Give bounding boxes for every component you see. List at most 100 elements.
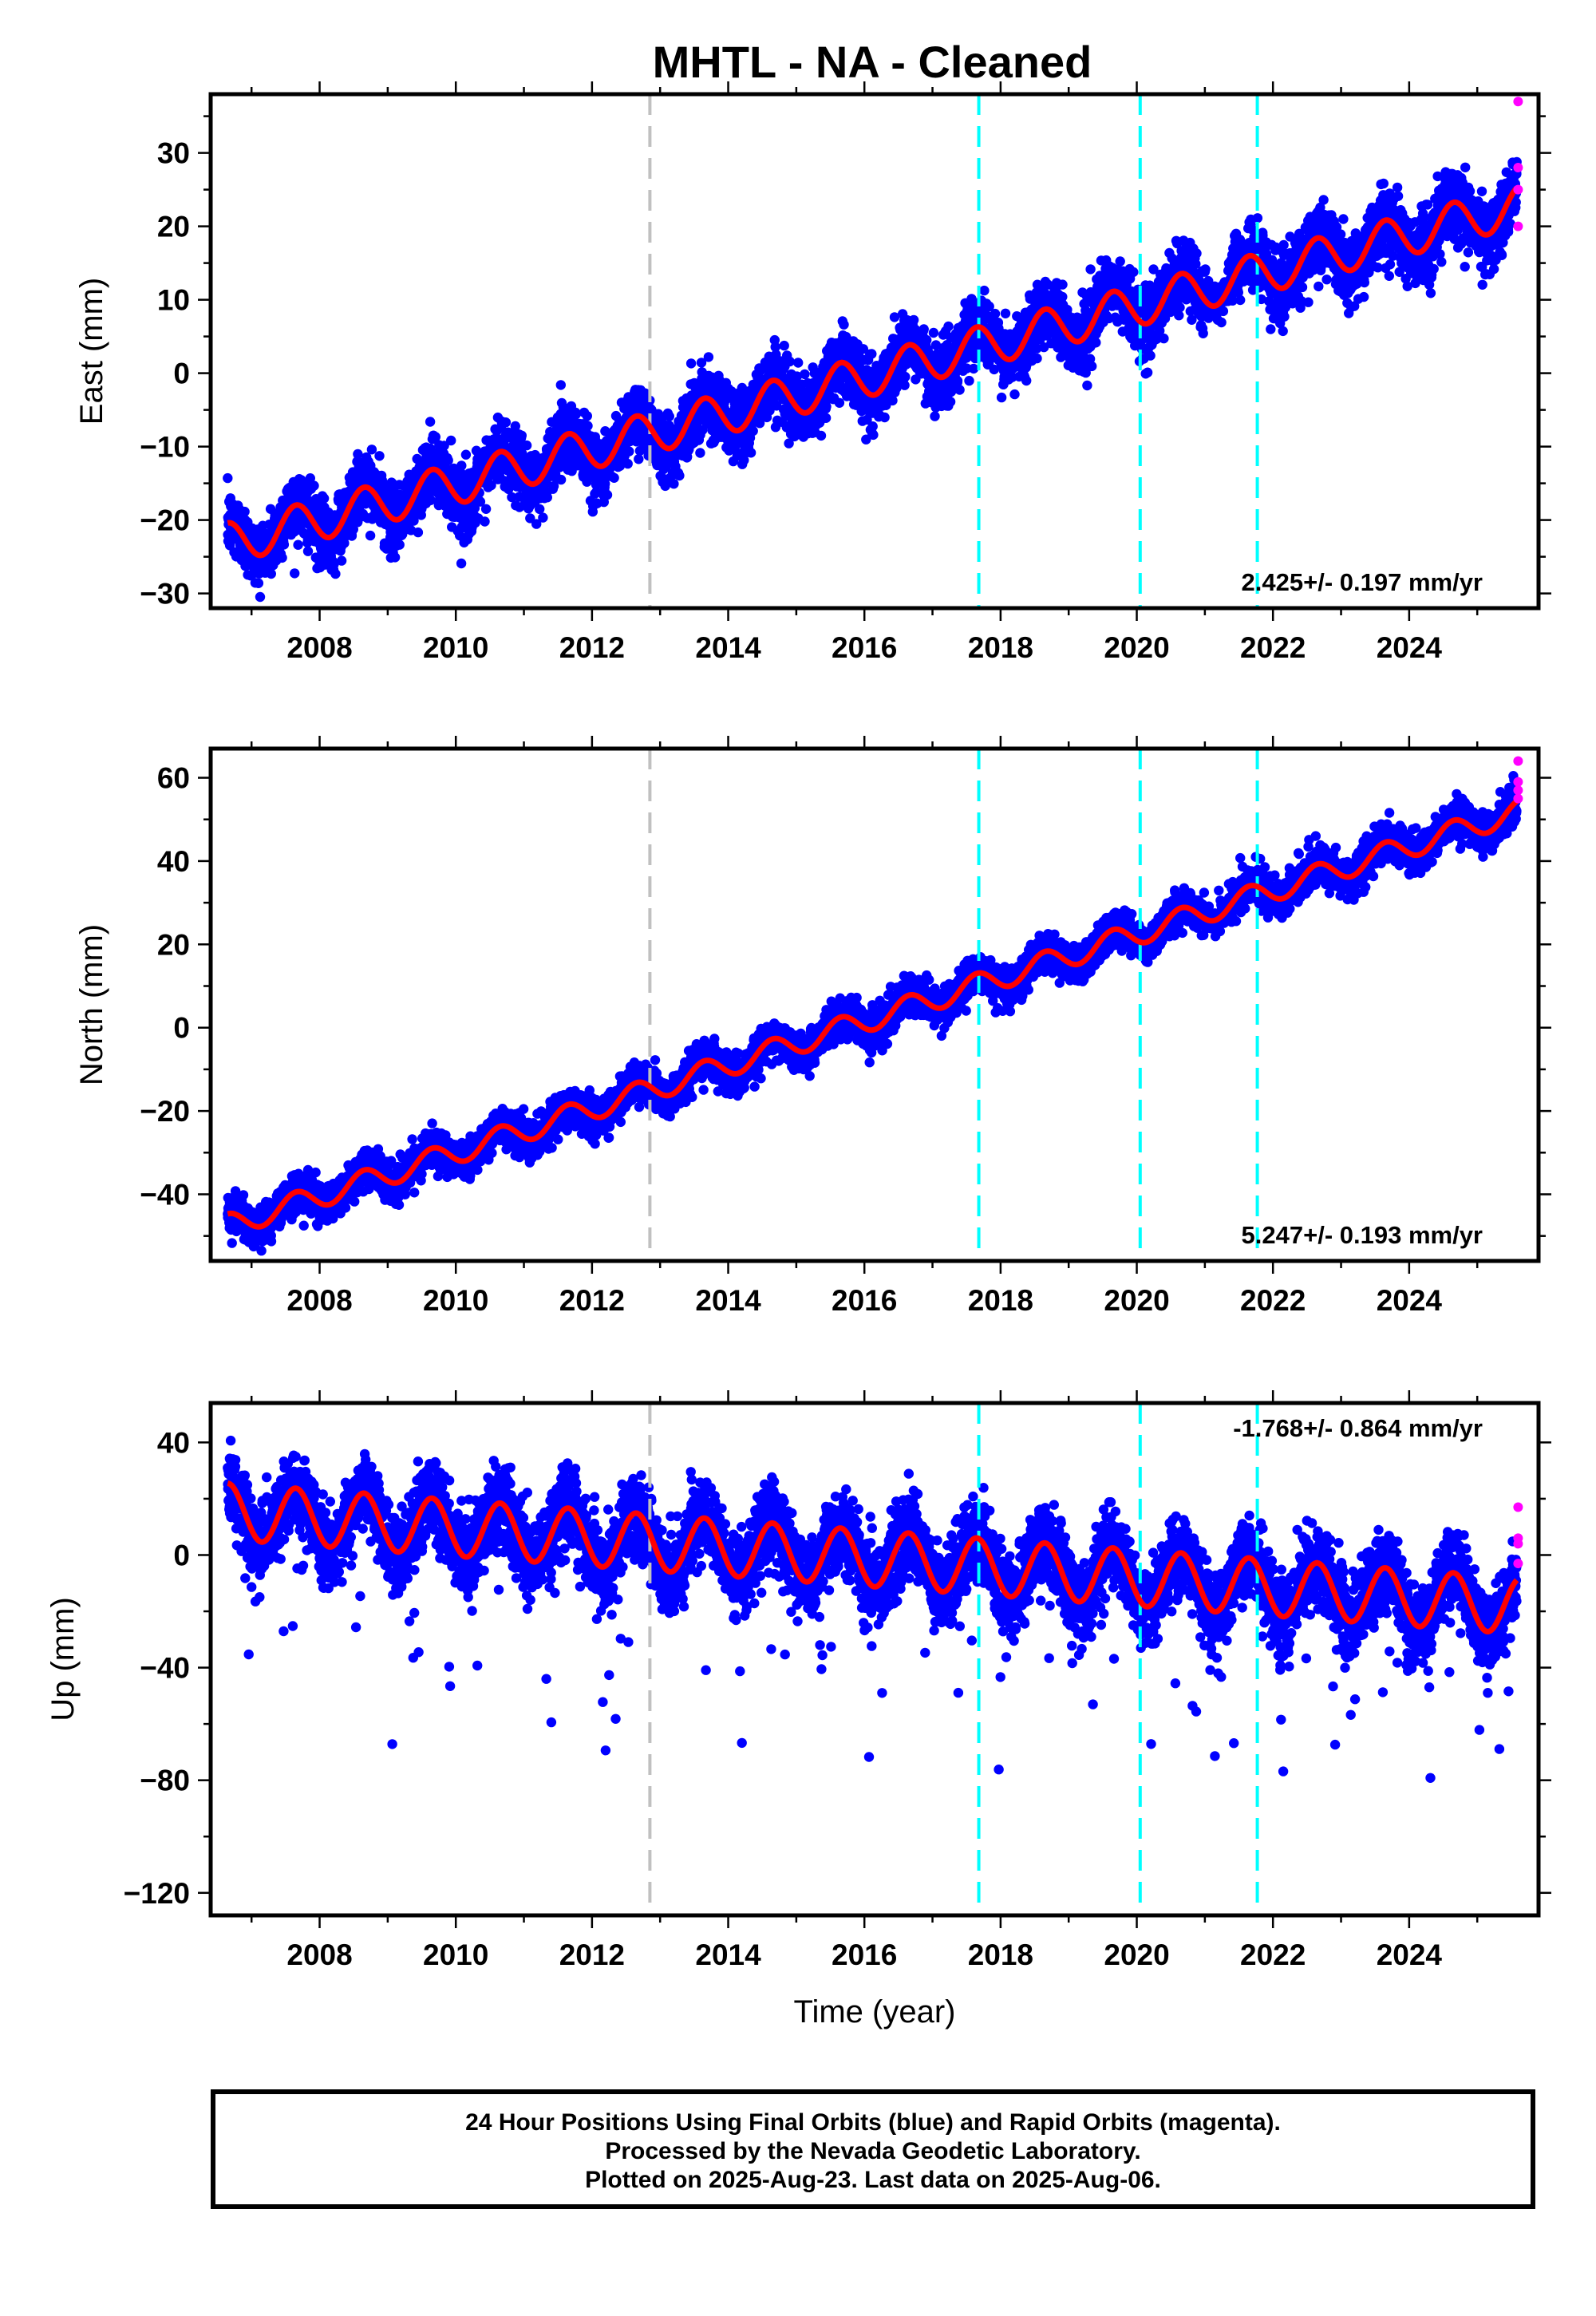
data-point bbox=[930, 411, 940, 421]
data-point bbox=[582, 411, 592, 421]
data-point bbox=[309, 480, 319, 491]
data-point bbox=[389, 552, 401, 563]
data-point bbox=[277, 552, 287, 563]
data-point bbox=[664, 411, 674, 421]
data-point bbox=[695, 448, 705, 458]
data-point bbox=[624, 446, 634, 456]
data-point bbox=[839, 319, 849, 330]
data-point bbox=[318, 493, 330, 504]
data-point bbox=[779, 340, 789, 351]
data-point bbox=[1145, 350, 1156, 361]
data-point bbox=[535, 504, 545, 515]
data-point bbox=[555, 474, 567, 485]
data-point bbox=[979, 285, 990, 296]
data-point bbox=[868, 429, 879, 441]
data-point bbox=[816, 430, 827, 441]
data-point bbox=[1142, 367, 1153, 377]
data-point bbox=[1087, 361, 1097, 372]
data-point bbox=[446, 435, 456, 446]
data-point bbox=[290, 568, 300, 579]
data-point bbox=[329, 559, 339, 570]
data-point bbox=[1091, 338, 1101, 348]
data-point bbox=[964, 375, 974, 386]
data-point bbox=[336, 555, 347, 566]
data-point bbox=[255, 591, 266, 603]
data-point bbox=[996, 392, 1007, 403]
data-point bbox=[279, 539, 290, 550]
data-point bbox=[583, 421, 593, 431]
data-point bbox=[302, 546, 314, 556]
data-point bbox=[266, 568, 276, 579]
data-point bbox=[1000, 308, 1011, 318]
data-point bbox=[867, 421, 878, 432]
data-point bbox=[800, 369, 810, 380]
data-point bbox=[990, 308, 1001, 319]
data-point bbox=[480, 516, 490, 527]
data-point bbox=[460, 449, 472, 460]
data-point bbox=[293, 539, 303, 550]
data-point bbox=[899, 380, 910, 390]
figure-title: MHTL - NA - Cleaned bbox=[653, 37, 1092, 87]
data-point bbox=[374, 451, 385, 461]
data-point bbox=[622, 458, 633, 469]
data-point bbox=[253, 578, 264, 588]
data-point bbox=[223, 472, 233, 484]
data-point bbox=[516, 430, 527, 441]
data-point bbox=[542, 492, 552, 503]
data-point bbox=[1009, 389, 1020, 400]
data-point bbox=[1082, 380, 1092, 391]
data-point bbox=[968, 363, 979, 374]
data-point bbox=[259, 615, 269, 624]
data-point bbox=[1057, 279, 1068, 290]
data-point bbox=[348, 524, 358, 535]
data-point bbox=[456, 558, 467, 569]
data-point bbox=[1128, 267, 1139, 278]
data-point bbox=[943, 321, 954, 332]
panel-plot-area bbox=[223, 94, 1523, 624]
data-point bbox=[879, 412, 890, 423]
data-point bbox=[1032, 353, 1042, 364]
data-point bbox=[1021, 375, 1032, 386]
data-point bbox=[954, 385, 965, 395]
data-point bbox=[674, 470, 685, 481]
data-point bbox=[602, 489, 613, 500]
data-point bbox=[685, 358, 697, 369]
data-point bbox=[748, 425, 758, 437]
data-point bbox=[922, 335, 932, 346]
data-point bbox=[443, 455, 453, 466]
data-point bbox=[1115, 256, 1125, 267]
data-point bbox=[330, 568, 341, 579]
data-point bbox=[500, 417, 512, 428]
data-point bbox=[820, 413, 832, 423]
final-orbit-points bbox=[223, 156, 1522, 624]
data-point bbox=[900, 371, 911, 382]
data-point bbox=[784, 356, 795, 367]
data-point bbox=[353, 449, 363, 460]
data-point bbox=[555, 380, 566, 390]
data-point bbox=[609, 472, 619, 483]
panel-east: 2008 2010 2012 2014 2016 2018 2020 2022 2024−30−… bbox=[74, 81, 1551, 664]
data-point bbox=[1085, 264, 1096, 275]
data-point bbox=[425, 417, 436, 427]
data-point bbox=[538, 512, 548, 523]
data-point bbox=[239, 506, 250, 517]
data-point bbox=[521, 440, 532, 451]
data-point bbox=[793, 358, 804, 368]
data-point bbox=[634, 454, 644, 464]
data-point bbox=[669, 479, 679, 489]
data-point bbox=[394, 539, 405, 550]
data-point bbox=[908, 314, 919, 326]
data-point bbox=[867, 349, 877, 359]
data-point bbox=[745, 448, 757, 458]
panels-group: 2008 2010 2012 2014 2016 2018 2020 2022 2024−30−… bbox=[45, 81, 1551, 2029]
data-point bbox=[480, 504, 492, 514]
data-point bbox=[366, 445, 377, 455]
data-point bbox=[945, 397, 956, 407]
data-point bbox=[952, 376, 963, 386]
data-point bbox=[928, 327, 939, 338]
data-point bbox=[365, 530, 376, 541]
data-point bbox=[834, 397, 845, 408]
data-point bbox=[571, 409, 581, 420]
data-point bbox=[413, 527, 424, 538]
